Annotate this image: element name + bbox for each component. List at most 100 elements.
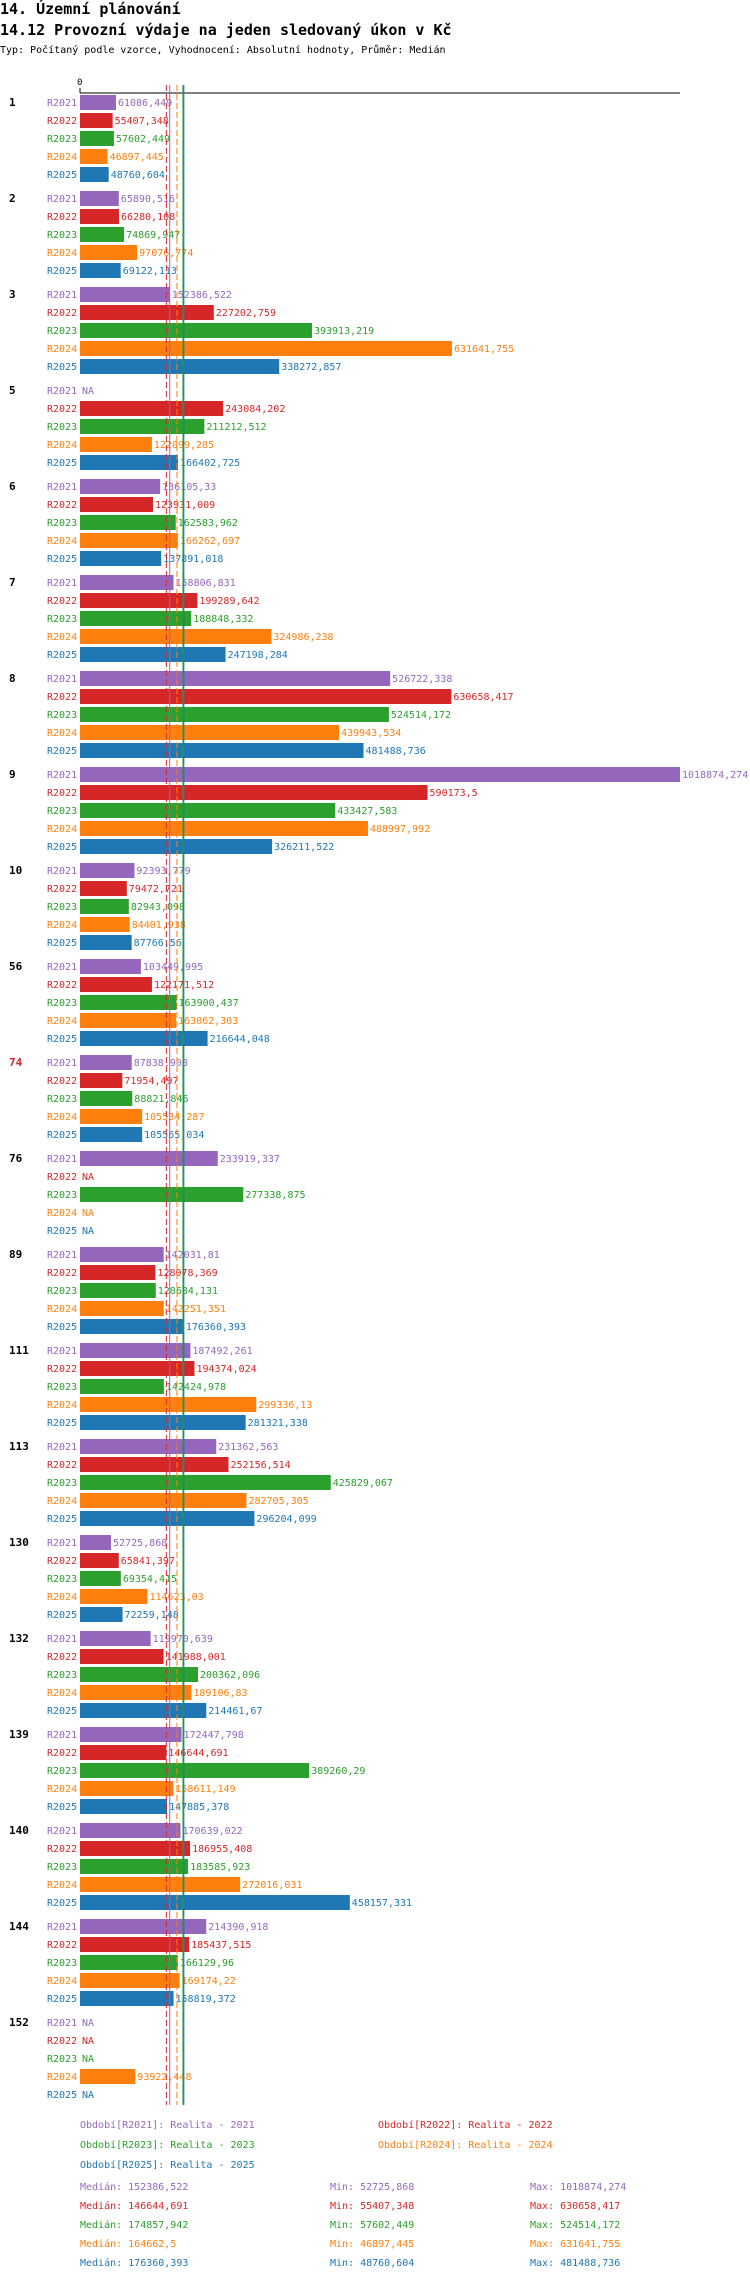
data-label: NA: [82, 386, 94, 397]
bar: [80, 497, 153, 512]
data-label: 169174,22: [182, 1976, 236, 1987]
data-label: 272016,031: [242, 1880, 302, 1891]
category-label: 111: [9, 1344, 29, 1357]
series-label: R2022: [47, 1652, 77, 1663]
bar: [80, 1745, 167, 1760]
series-label: R2023: [47, 2054, 77, 2065]
data-label: 338272,857: [281, 362, 341, 373]
series-label: R2022: [47, 116, 77, 127]
series-label: R2023: [47, 1862, 77, 1873]
series-label: R2022: [47, 308, 77, 319]
series-label: R2022: [47, 404, 77, 415]
bar: [80, 1649, 164, 1664]
series-label: R2024: [47, 440, 77, 451]
series-label: R2023: [47, 1478, 77, 1489]
series-label: R2024: [47, 1688, 77, 1699]
series-label: R2024: [47, 1304, 77, 1315]
series-label: R2024: [47, 824, 77, 835]
bar: [80, 959, 141, 974]
data-label: 216644,048: [210, 1034, 270, 1045]
data-label: 252156,514: [230, 1460, 290, 1471]
series-label: R2024: [47, 728, 77, 739]
data-label: 187492,261: [192, 1346, 252, 1357]
data-label: 163900,437: [179, 998, 239, 1009]
series-label: R2024: [47, 2072, 77, 2083]
category-label: 8: [9, 672, 16, 685]
bar: [80, 1127, 143, 1142]
bar: [80, 2069, 136, 2084]
series-label: R2024: [47, 1784, 77, 1795]
category-label: 76: [9, 1152, 23, 1165]
data-label: 281321,338: [248, 1418, 308, 1429]
bar: [80, 1493, 247, 1508]
data-label: 82943,098: [131, 902, 185, 913]
series-label: R2022: [47, 788, 77, 799]
bar: [80, 1283, 156, 1298]
data-label: NA: [82, 2054, 94, 2065]
series-label: R2022: [47, 1268, 77, 1279]
bar: [80, 1781, 174, 1796]
bar: [80, 191, 119, 206]
bar: [80, 305, 214, 320]
bar: [80, 671, 391, 686]
category-label: 1: [9, 96, 16, 109]
data-label: NA: [82, 2036, 94, 2047]
stat-median: Medián: 152386,522: [80, 2181, 188, 2193]
series-label: R2024: [47, 1400, 77, 1411]
data-label: 137891,018: [163, 554, 223, 565]
series-label: R2023: [47, 1670, 77, 1681]
bar: [80, 551, 162, 566]
series-label: R2025: [47, 842, 77, 853]
data-label: 299336,13: [258, 1400, 312, 1411]
category-label: 2: [9, 192, 16, 205]
bar: [80, 1895, 350, 1910]
series-label: R2025: [47, 458, 77, 469]
series-label: R2021: [47, 290, 77, 301]
bar: [80, 1841, 191, 1856]
x-axis-tick-label: 0: [77, 78, 82, 88]
data-label: 158819,372: [176, 1994, 236, 2005]
bar: [80, 881, 127, 896]
category-label: 139: [9, 1728, 29, 1741]
data-label: NA: [82, 1172, 94, 1183]
category-label: 113: [9, 1440, 29, 1453]
stat-max: Max: 631641,755: [530, 2239, 620, 2250]
data-label: 97076,774: [139, 248, 193, 259]
series-label: R2021: [47, 674, 77, 685]
series-label: R2021: [47, 578, 77, 589]
data-label: 243084,202: [225, 404, 285, 415]
stat-min: Min: 55407,348: [330, 2201, 414, 2212]
data-label: 590173,5: [430, 788, 478, 799]
bar: [80, 455, 178, 470]
series-label: R2021: [47, 770, 77, 781]
bar: [80, 1823, 181, 1838]
data-label: 158806,831: [176, 578, 236, 589]
series-label: R2021: [47, 2018, 77, 2029]
data-label: 142424,978: [166, 1382, 226, 1393]
stat-max: Max: 630658,417: [530, 2201, 620, 2212]
data-label: 439943,534: [341, 728, 401, 739]
bar: [80, 1859, 189, 1874]
bar: [80, 1187, 244, 1202]
bar: [80, 323, 312, 338]
series-label: R2025: [47, 1994, 77, 2005]
data-label: 105534,287: [144, 1112, 204, 1123]
bar: [80, 1919, 207, 1934]
data-label: 65890,516: [121, 194, 175, 205]
series-label: R2023: [47, 230, 77, 241]
data-label: 88821,846: [134, 1094, 188, 1105]
data-label: 72259,148: [125, 1610, 179, 1621]
series-label: R2025: [47, 170, 77, 181]
bar: [80, 1379, 164, 1394]
data-label: 214461,67: [208, 1706, 262, 1717]
category-label: 152: [9, 2016, 29, 2029]
series-label: R2021: [47, 1634, 77, 1645]
category-label: 89: [9, 1248, 22, 1261]
category-label: 5: [9, 384, 16, 397]
data-label: 211212,512: [206, 422, 266, 433]
data-label: 186955,408: [192, 1844, 252, 1855]
series-label: R2022: [47, 1844, 77, 1855]
bar: [80, 1361, 195, 1376]
data-label: 128078,369: [157, 1268, 217, 1279]
